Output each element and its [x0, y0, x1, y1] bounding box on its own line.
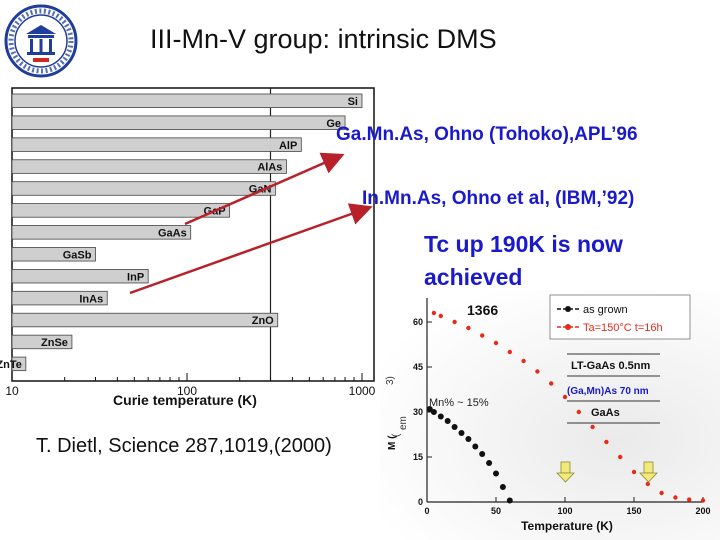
legend-label-annealed: Ta=150°C t=16h [583, 322, 663, 334]
y-axis-label: M ( [387, 435, 398, 450]
x-tick-label: 100 [177, 384, 197, 398]
annealed-data-point [493, 340, 499, 346]
bar-label: GaSb [63, 249, 92, 261]
tc-marker-arrow-165k [639, 461, 658, 483]
as-grown-data-point [479, 451, 486, 457]
bar-gan [11, 181, 276, 196]
bar-label: Ge [326, 118, 341, 130]
sample-id-label: 1366 [467, 302, 498, 318]
annealed-data-point [466, 325, 471, 331]
annealed-data-point [687, 497, 692, 502]
bar-znte [11, 356, 27, 372]
curie-temperature-bar-chart: Si Ge AlP AlAs GaN GaP GaAs GaSb InP InAs ZnO ZnSe Z… [0, 82, 380, 412]
annealed-data-point [604, 439, 609, 445]
bar-label: Si [348, 96, 358, 108]
y-tick-label: 0 [418, 497, 423, 507]
x-tick-label: 200 [695, 506, 710, 516]
bar-label: ZnTe [0, 359, 22, 371]
y-tick-label: 45 [413, 362, 423, 372]
legend-box [549, 294, 691, 340]
bar-zno [11, 312, 279, 328]
annealed-data-point [562, 394, 568, 400]
as-grown-data-point [486, 460, 493, 466]
as-grown-data-point [493, 470, 499, 477]
y-tick-label: 15 [413, 452, 423, 462]
layer-label-lt-gaas: LT-GaAs 0.5nm [571, 360, 650, 372]
bar-ge [11, 115, 346, 130]
annealed-data-point [431, 310, 437, 316]
as-grown-data-point [506, 497, 513, 504]
chart-background [0, 82, 380, 412]
legend-label-as-grown: as grown [583, 304, 628, 316]
callout-gamnas-ohno: Ga.Mn.As, Ohno (Tohoko),APL’96 [336, 124, 638, 145]
bar-label: ZnSe [41, 337, 68, 349]
institute-seal-icon [4, 4, 78, 78]
bar-label: InAs [79, 293, 103, 305]
annealed-data-point [673, 495, 678, 500]
callout-inmnas-ohno: In.Mn.As, Ohno et al, (IBM,’92) [362, 188, 635, 209]
x-axis-label: Temperature (K) [521, 519, 613, 533]
x-axis-label: Curie temperature (K) [113, 392, 257, 408]
bar-label: GaN [249, 184, 272, 196]
annealed-data-point [576, 409, 581, 415]
bar-znse [11, 334, 73, 350]
legend-marker-annealed [565, 324, 571, 330]
bar-label: InP [127, 271, 144, 283]
y-axis-label-fragment: em [398, 416, 409, 430]
as-grown-data-point [426, 406, 433, 412]
bar-label: ZnO [252, 315, 274, 327]
as-grown-data-point [444, 418, 451, 424]
annealed-data-point [535, 369, 540, 374]
annealed-data-point [618, 454, 623, 460]
mn-concentration-label: Mn% ~ 15% [429, 397, 489, 409]
annealed-data-point [507, 349, 512, 355]
x-tick-label: 1000 [349, 384, 376, 398]
y-tick-label: 60 [413, 317, 423, 327]
as-grown-data-point [472, 443, 479, 450]
x-tick-label: 0 [424, 506, 429, 516]
as-grown-data-point [465, 436, 472, 442]
legend-marker-as-grown [565, 306, 571, 312]
layer-label-gaas: GaAs [591, 407, 620, 419]
bar-alp [11, 137, 302, 152]
annealed-data-point [480, 333, 485, 338]
as-grown-data-point [437, 413, 444, 420]
annealed-data-point [645, 481, 650, 487]
x-tick-label: 50 [491, 506, 501, 516]
x-tick-label: 10 [5, 384, 19, 398]
annealed-data-point [549, 381, 554, 386]
bar-label: GaAs [158, 228, 187, 240]
x-tick-label: 150 [626, 506, 641, 516]
annealed-data-point [631, 469, 637, 475]
bar-si [11, 93, 363, 108]
y-tick-label: 30 [413, 407, 423, 417]
bar-gasb [11, 247, 96, 262]
bar-label: AlAs [257, 162, 282, 174]
y-axis-label-fragment: 3) [385, 376, 396, 385]
as-grown-data-point [499, 484, 506, 490]
magnetization-scatter-chart: 0 50 100 150 200 0 15 30 45 60 M ( ( em 3) Temper… [385, 294, 711, 533]
annealed-data-point [452, 319, 457, 325]
slide-title: III-Mn-V group: intrinsic DMS [150, 24, 497, 54]
as-grown-data-point [458, 430, 465, 436]
layer-label-gamnas: (Ga,Mn)As 70 nm [567, 386, 649, 397]
y-axis-label-fragment: ( [391, 433, 402, 437]
as-grown-data-point [430, 409, 437, 415]
annealed-data-point [700, 498, 706, 503]
x-tick-label: 100 [557, 506, 572, 516]
bar-label: AlP [279, 140, 297, 152]
annealed-data-point [590, 424, 595, 430]
as-grown-data-point [451, 424, 458, 430]
bar-alas [11, 159, 287, 174]
tc-marker-arrow-100k [556, 461, 575, 483]
annealed-data-point [659, 490, 664, 496]
bar-inas [11, 290, 108, 306]
bar-gap [11, 203, 230, 218]
annealed-data-point [438, 313, 443, 319]
citation-text: T. Dietl, Science 287,1019,(2000) [36, 435, 332, 457]
callout-tc-190k: Tc up 190K is now achieved [424, 231, 623, 290]
bar-label: GaP [204, 206, 226, 218]
annealed-data-point [521, 358, 526, 364]
